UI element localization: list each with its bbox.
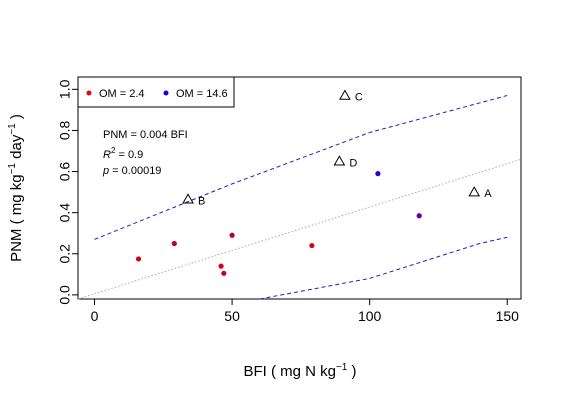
data-point — [416, 213, 422, 219]
r2-superscript: 2 — [111, 146, 116, 155]
outlier-label: B — [198, 195, 205, 207]
bands — [77, 95, 522, 300]
data-point — [218, 263, 224, 269]
y-axis-title: PNM ( mg kg−1 day−1 ) — [7, 114, 25, 262]
legend-swatch-om-2-4 — [86, 90, 92, 96]
legend-label-om-14-6: OM = 14.6 — [176, 88, 228, 100]
annotation-p: p = 0.00019 — [102, 165, 161, 177]
upper-prediction-band — [94, 95, 508, 240]
y-title-main: PNM ( mg kg — [8, 174, 25, 262]
outlier-triangle — [182, 193, 194, 204]
x-tick-label: 50 — [224, 308, 240, 324]
legend-label-om-2-4: OM = 2.4 — [99, 88, 145, 100]
y-tick-label: 0.8 — [57, 121, 73, 141]
outlier-label: C — [355, 92, 363, 104]
y-tick-label: 0.2 — [57, 244, 73, 264]
x-title-main: BFI ( mg N kg — [243, 363, 336, 380]
outlier-label: A — [484, 188, 492, 200]
legend-box — [77, 76, 235, 108]
data-point — [375, 171, 381, 177]
annotation-r2: R2 = 0.9 — [103, 146, 143, 161]
data-point — [229, 232, 235, 238]
y-tick-label: 0.4 — [57, 203, 73, 223]
data-point — [309, 242, 315, 249]
legend: OM = 2.4 OM = 14.6 — [77, 76, 235, 108]
data-point — [171, 240, 177, 247]
outlier-label: D — [349, 157, 357, 169]
regression-annotation: PNM = 0.004 BFI R2 = 0.9 p = 0.00019 — [102, 129, 188, 177]
y-title-end: ) — [8, 114, 25, 123]
x-axis-title: BFI ( mg N kg−1 ) — [243, 362, 356, 380]
y-tick-label: 0.6 — [57, 162, 73, 182]
x-title-sup: −1 — [336, 362, 348, 373]
y-tick-label: 1.0 — [57, 79, 73, 99]
p-value: = 0.00019 — [109, 165, 161, 177]
y-title-mid: day — [8, 134, 25, 163]
legend-swatch-om-14-6 — [163, 90, 169, 96]
data-point — [135, 256, 142, 262]
lower-prediction-band — [259, 236, 508, 300]
y-title-sup2: −1 — [7, 123, 18, 135]
outlier-triangle — [468, 186, 481, 197]
x-tick-label: 100 — [358, 308, 382, 324]
x-title-end: ) — [347, 363, 356, 380]
x-tick-label: 150 — [496, 308, 520, 324]
p-label: p — [102, 165, 109, 177]
data-point — [221, 270, 227, 276]
data-marks: B C D A — [135, 89, 492, 276]
r2-value: = 0.9 — [115, 149, 143, 161]
y-title-sup1: −1 — [7, 163, 18, 175]
regression-line — [77, 158, 522, 300]
axis-ticks: 0 50 100 150 0.0 0.2 0.4 0.6 0.8 1.0 — [57, 79, 519, 324]
annotation-equation: PNM = 0.004 BFI — [103, 129, 188, 141]
outlier-triangle — [339, 89, 351, 100]
x-tick-label: 0 — [91, 308, 99, 324]
y-tick-label: 0.0 — [57, 285, 73, 305]
plot-frame — [77, 76, 522, 300]
outlier-triangle — [333, 155, 346, 166]
r2-label: R — [103, 149, 111, 161]
